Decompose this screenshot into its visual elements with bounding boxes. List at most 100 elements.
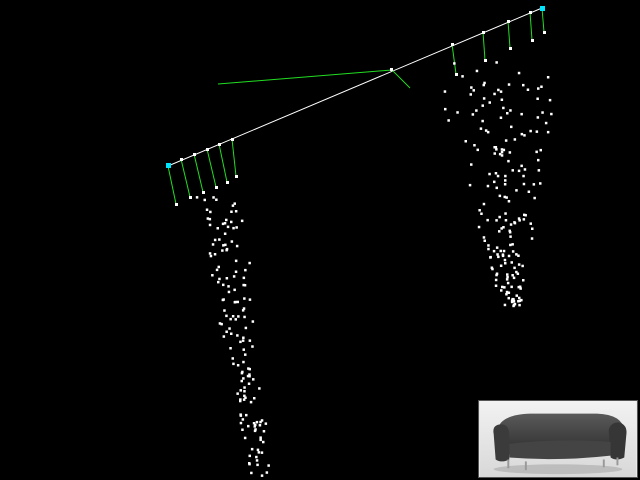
cloud-point (213, 253, 217, 256)
cloud-point (233, 202, 236, 205)
cloud-point (258, 387, 261, 390)
cloud-point (221, 298, 225, 302)
cloud-point (249, 400, 253, 404)
cloud-point (222, 335, 226, 338)
cloud-point (243, 436, 247, 440)
cloud-point (519, 287, 522, 290)
cloud-point (222, 283, 225, 287)
right-tick-top-4 (529, 11, 532, 14)
cloud-point (241, 309, 245, 312)
cloud-point (482, 202, 486, 206)
cloud-point (498, 230, 501, 233)
cloud-point (512, 300, 516, 303)
cloud-point (224, 243, 227, 247)
cloud-point (513, 266, 516, 270)
right-tick-end-5 (543, 31, 546, 34)
cloud-point (480, 212, 483, 215)
cloud-point (495, 246, 499, 249)
cloud-point (240, 371, 244, 375)
cloud-point (505, 293, 508, 296)
cloud-point (230, 210, 233, 213)
cloud-point (501, 285, 504, 289)
right-tick-2 (482, 31, 486, 61)
cloud-point (226, 225, 230, 229)
cloud-point (248, 373, 251, 376)
cloud-point (508, 231, 512, 234)
cloud-point (491, 267, 494, 271)
cloud-point (227, 285, 230, 288)
handles[interactable] (166, 6, 545, 168)
cloud-point (499, 249, 502, 253)
cloud-point (476, 148, 479, 152)
left-tick-top-4 (206, 148, 209, 151)
right-tick-3 (507, 20, 511, 49)
cloud-point (444, 107, 447, 111)
cloud-point (253, 425, 256, 428)
cloud-point (518, 303, 521, 307)
sofa-image (480, 401, 636, 477)
pivot-stub-line (391, 69, 411, 89)
cloud-point (523, 134, 526, 137)
cloud-point (495, 61, 498, 64)
cloud-point (488, 172, 491, 176)
cloud-point (468, 183, 472, 187)
cloud-point (511, 250, 515, 253)
cloud-point (495, 272, 499, 275)
cloud-point (520, 298, 523, 302)
cloud-point (517, 169, 521, 173)
cloud-point (239, 421, 243, 425)
cloud-point (248, 462, 251, 466)
cloud-point (515, 189, 518, 192)
right-tick-group (451, 7, 546, 76)
cloud-point (497, 88, 500, 92)
cloud-point (502, 249, 506, 253)
cloud-point (242, 307, 246, 310)
cloud-point (195, 196, 199, 199)
start-handle[interactable] (166, 163, 171, 168)
cloud-point (500, 289, 503, 292)
left-tick-end-5 (226, 181, 229, 184)
cloud-point (221, 249, 224, 252)
cloud-point (248, 454, 251, 458)
cloud-point (234, 270, 238, 273)
pivot-point[interactable] (390, 68, 393, 71)
end-handle[interactable] (540, 6, 545, 11)
cloud-point (243, 390, 246, 393)
cloud-point (254, 428, 257, 431)
cloud-point (230, 240, 234, 243)
cloud-point (522, 279, 525, 282)
cloud-point (248, 339, 252, 342)
cloud-point (231, 315, 235, 318)
cloud-point (262, 430, 266, 433)
sofa-thumbnail (478, 400, 638, 478)
cloud-point (510, 285, 513, 289)
cloud-point (243, 315, 246, 319)
cloud-point (239, 398, 242, 401)
cloud-point (482, 97, 486, 100)
cloud-point (502, 226, 505, 229)
cloud-point (513, 138, 517, 141)
cloud-point (520, 132, 524, 136)
cloud-point (513, 221, 516, 224)
cloud-point (537, 158, 540, 162)
right-tick-1 (451, 43, 457, 75)
cloud-point (499, 116, 503, 119)
cloud-point (217, 265, 220, 269)
cloud-point (517, 217, 521, 220)
cloud-point (234, 300, 237, 304)
cloud-point (503, 258, 507, 262)
cloud-point (242, 336, 245, 339)
cloud-point (255, 455, 258, 459)
cloud-point (236, 300, 239, 304)
cloud-point (230, 332, 233, 335)
cloud-point (498, 152, 502, 156)
left-tick-top-5 (218, 143, 221, 146)
left-tick-end-4 (215, 186, 218, 189)
cloud-point (539, 182, 542, 185)
cloud-point (523, 168, 527, 171)
cloud-point (523, 213, 526, 217)
cloud-point (239, 399, 242, 403)
cloud-point (540, 85, 543, 88)
left-tick-5 (218, 143, 228, 183)
